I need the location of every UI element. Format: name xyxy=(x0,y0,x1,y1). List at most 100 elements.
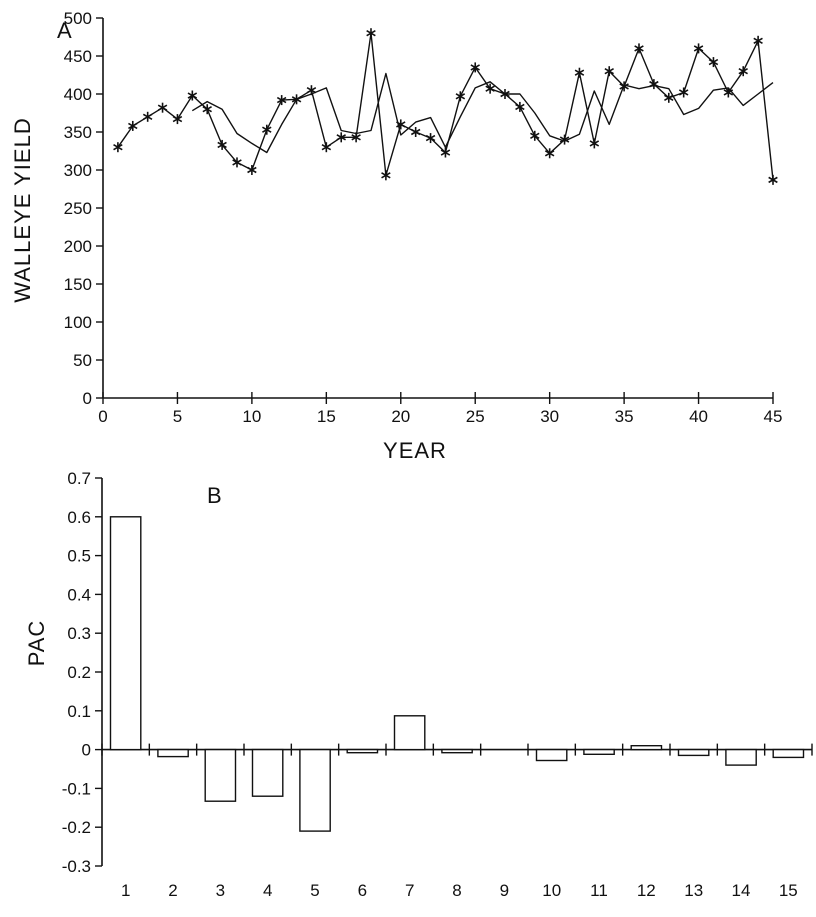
panel-a-data-point xyxy=(574,67,585,78)
panel-b-x-tick-label: 15 xyxy=(779,881,798,900)
panel-b-y-tick-label: 0 xyxy=(82,741,91,760)
panel-a-y-axis-title: WALLEYE YIELD xyxy=(10,117,35,302)
panel-b-x-tick-label: 1 xyxy=(121,881,130,900)
panel-a-x-axis-title: YEAR xyxy=(383,438,447,463)
panel-a-data-point xyxy=(366,28,376,39)
panel-b-x-tick-label: 2 xyxy=(168,881,177,900)
panel-a-y-tick-label: 500 xyxy=(64,9,92,28)
panel-a-data-point xyxy=(589,138,600,149)
panel-a-y-tick-label: 300 xyxy=(64,161,92,180)
panel-b-y-tick-label: 0.4 xyxy=(67,585,91,604)
panel-a-data-point xyxy=(142,111,153,122)
panel-b-bar xyxy=(583,748,615,755)
panel-a-line-chart: A YEAR WALLEYE YIELD 0501001502002503003… xyxy=(10,9,782,463)
panel-a-data-point xyxy=(693,43,704,54)
panel-a-y-tick-label: 150 xyxy=(64,275,92,294)
panel-b-x-tick-label: 5 xyxy=(310,881,319,900)
panel-a-data-point xyxy=(336,132,346,143)
panel-b-bar xyxy=(772,748,805,759)
panel-b-x-tick-label: 13 xyxy=(684,881,703,900)
panel-a-data-point xyxy=(321,142,332,153)
panel-a-y-tick-label: 400 xyxy=(64,85,92,104)
panel-b-x-tick-label: 4 xyxy=(263,881,272,900)
panel-a-data-point xyxy=(634,43,644,54)
panel-b-y-tick-label: -0.3 xyxy=(62,857,91,876)
panel-b-x-tick-label: 11 xyxy=(590,881,608,900)
panel-a-x-tick-label: 30 xyxy=(540,407,559,426)
panel-a-data-point xyxy=(708,57,719,68)
panel-b-x-tick-label: 14 xyxy=(732,881,751,900)
panel-a-x-tick-label: 10 xyxy=(242,407,261,426)
panel-b-bar xyxy=(251,748,284,797)
panel-a-data-point xyxy=(455,91,466,102)
panel-a-data-point xyxy=(559,134,570,145)
panel-a-x-tick-label: 5 xyxy=(173,407,182,426)
panel-b-y-tick-label: -0.2 xyxy=(62,818,91,837)
panel-a-y-tick-label: 450 xyxy=(64,47,92,66)
panel-b-bar xyxy=(157,748,189,758)
panel-a-data-point xyxy=(738,66,748,77)
panel-a-y-tick-label: 50 xyxy=(73,351,92,370)
panel-a-data-point xyxy=(172,114,183,125)
panel-a-data-point xyxy=(202,104,212,115)
panel-b-y-tick-label: -0.1 xyxy=(62,779,91,798)
panel-a-data-point xyxy=(187,90,198,101)
panel-b-y-axis-title: PAC xyxy=(24,620,49,667)
panel-b-bar xyxy=(393,715,426,751)
panel-a-data-point xyxy=(485,83,495,94)
panel-a-data-point xyxy=(515,101,525,112)
panel-a-y-tick-label: 250 xyxy=(64,199,92,218)
panel-a-data-point xyxy=(410,127,421,137)
panel-b-y-tick-label: 0.7 xyxy=(67,469,91,488)
panel-b-x-tick-label: 3 xyxy=(216,881,225,900)
panel-a-data-point xyxy=(604,66,614,77)
panel-a-x-tick-label: 35 xyxy=(615,407,634,426)
panel-a-y-tick-label: 100 xyxy=(64,313,92,332)
panel-b-y-tick-label: 0.5 xyxy=(67,547,91,566)
panel-b-bar xyxy=(677,748,710,757)
panel-a-data-point xyxy=(128,120,138,131)
panel-a-x-tick-label: 45 xyxy=(764,407,783,426)
panel-a-data-point xyxy=(276,95,287,106)
panel-b-bar xyxy=(346,748,379,754)
panel-a-x-tick-label: 20 xyxy=(391,407,410,426)
panel-a-x-tick-label: 0 xyxy=(98,407,107,426)
panel-a-data-point xyxy=(247,165,257,175)
panel-a-y-tick-label: 200 xyxy=(64,237,92,256)
panel-a-data-point xyxy=(678,87,689,98)
panel-b-y-tick-label: 0.2 xyxy=(67,663,91,682)
panel-b-x-tick-label: 8 xyxy=(452,881,461,900)
panel-a-data-point xyxy=(232,157,242,168)
panel-b-x-tick-label: 7 xyxy=(405,881,414,900)
panel-a-data-point xyxy=(530,130,540,141)
panel-b-x-tick-label: 9 xyxy=(500,881,509,900)
panel-b-bar xyxy=(535,748,568,762)
panel-a-data-point xyxy=(470,62,480,73)
panel-b-bar-chart: B PAC -0.3 -0.2 -0.1 0 0.1 0.2 0.3 0.4 0.5 0.6 0.7… xyxy=(24,469,813,900)
panel-b-bar xyxy=(630,745,663,751)
panel-a-series-smoothed-line xyxy=(191,72,774,154)
panel-b-x-tick-label: 10 xyxy=(542,881,561,900)
panel-b-y-tick-label: 0.1 xyxy=(67,702,91,721)
panel-b-bar xyxy=(299,748,331,832)
panel-a-y-tick-label: 350 xyxy=(64,123,92,142)
panel-a-x-tick-label: 40 xyxy=(689,407,708,426)
panel-a-data-point xyxy=(768,174,778,185)
panel-a-data-point xyxy=(157,102,168,113)
panel-b-y-tick-label: 0.6 xyxy=(67,508,91,527)
panel-a-data-point xyxy=(544,148,555,159)
panel-a-data-point xyxy=(217,139,227,150)
panel-b-label: B xyxy=(207,483,222,508)
panel-a-x-tick-label: 15 xyxy=(317,407,336,426)
panel-a-label: A xyxy=(57,18,72,43)
panel-b-x-tick-label: 12 xyxy=(637,881,656,900)
panel-a-y-tick-label: 0 xyxy=(83,389,92,408)
panel-a-data-point xyxy=(425,133,436,144)
panel-b-bar xyxy=(725,748,757,766)
panel-a-data-point xyxy=(664,92,674,103)
panel-b-bar xyxy=(109,516,142,751)
panel-b-x-tick-label: 6 xyxy=(358,881,367,900)
panel-a-data-point xyxy=(113,142,123,153)
panel-a-data-point xyxy=(381,170,391,181)
